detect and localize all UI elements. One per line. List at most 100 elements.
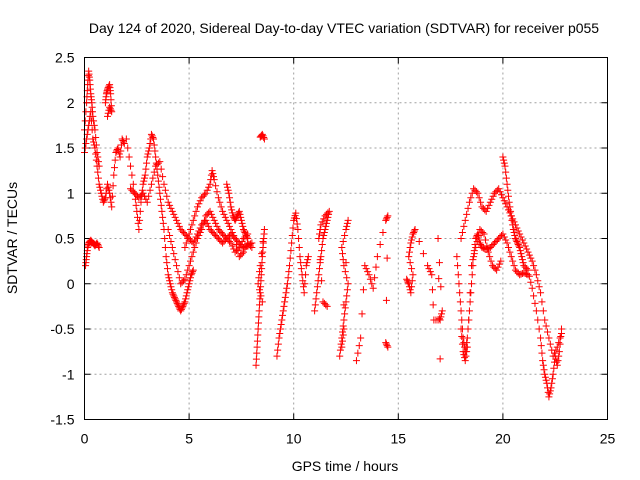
y-axis-label: SDTVAR / TECUs bbox=[4, 182, 20, 294]
data-point bbox=[406, 244, 414, 252]
data-point bbox=[316, 265, 324, 273]
data-point bbox=[484, 248, 492, 256]
data-point bbox=[295, 235, 303, 242]
data-point bbox=[259, 132, 267, 140]
data-point bbox=[504, 244, 512, 252]
data-point bbox=[166, 280, 174, 288]
data-point bbox=[175, 222, 183, 230]
data-point bbox=[456, 298, 464, 306]
data-point bbox=[254, 331, 262, 339]
data-point bbox=[338, 244, 346, 252]
data-point bbox=[226, 222, 234, 230]
data-point bbox=[108, 192, 116, 200]
data-point bbox=[210, 173, 218, 181]
data-point bbox=[128, 171, 136, 179]
data-point bbox=[186, 257, 194, 265]
data-point bbox=[226, 194, 234, 202]
data-point bbox=[260, 225, 268, 233]
data-point bbox=[260, 133, 268, 141]
data-point bbox=[239, 248, 247, 256]
data-point bbox=[342, 225, 350, 233]
data-point bbox=[532, 307, 540, 315]
data-point bbox=[155, 183, 163, 191]
data-point bbox=[406, 286, 414, 294]
data-point bbox=[228, 228, 236, 236]
data-point bbox=[286, 262, 294, 270]
data-point bbox=[318, 247, 326, 255]
data-point bbox=[97, 186, 105, 194]
data-point bbox=[362, 265, 370, 273]
data-point bbox=[256, 262, 264, 270]
data-point bbox=[408, 265, 416, 273]
data-point bbox=[532, 271, 540, 279]
data-point bbox=[506, 203, 514, 211]
data-point bbox=[343, 292, 351, 300]
data-point bbox=[384, 212, 392, 220]
data-point bbox=[189, 268, 197, 276]
data-point bbox=[164, 271, 172, 279]
data-point bbox=[236, 210, 244, 218]
data-point bbox=[419, 250, 427, 258]
x-axis-label: GPS time / hours bbox=[292, 458, 399, 474]
data-point bbox=[458, 333, 466, 341]
data-point bbox=[525, 272, 533, 280]
data-point bbox=[502, 168, 510, 176]
y-tick-label: 2.5 bbox=[55, 50, 75, 66]
data-point bbox=[344, 216, 352, 224]
data-point bbox=[424, 262, 432, 270]
data-point bbox=[138, 186, 146, 194]
data-point bbox=[304, 256, 312, 264]
data-point bbox=[513, 238, 521, 246]
data-point bbox=[137, 198, 145, 206]
data-point bbox=[136, 207, 144, 215]
data-point bbox=[96, 183, 104, 191]
data-point bbox=[89, 112, 97, 120]
data-point bbox=[93, 149, 101, 157]
data-point bbox=[555, 348, 563, 356]
series-track-i bbox=[223, 180, 252, 242]
data-point bbox=[519, 259, 527, 267]
data-point bbox=[158, 207, 166, 215]
data-point bbox=[510, 228, 518, 236]
data-point bbox=[527, 254, 535, 262]
data-point bbox=[205, 222, 213, 230]
data-point bbox=[487, 257, 495, 265]
data-point bbox=[542, 376, 550, 384]
data-point bbox=[145, 147, 153, 155]
data-point bbox=[254, 325, 262, 333]
data-point bbox=[302, 262, 310, 270]
data-point bbox=[192, 239, 200, 247]
data-point bbox=[474, 231, 482, 239]
data-point bbox=[233, 241, 241, 249]
data-point bbox=[534, 316, 542, 324]
data-point bbox=[90, 117, 98, 125]
data-point bbox=[170, 250, 178, 258]
data-point bbox=[227, 239, 235, 247]
data-point bbox=[244, 235, 252, 242]
data-point bbox=[359, 286, 367, 294]
data-point bbox=[537, 342, 545, 350]
data-point bbox=[279, 307, 287, 315]
data-point bbox=[403, 275, 411, 283]
data-point bbox=[148, 132, 156, 140]
data-point bbox=[317, 221, 325, 229]
series-track-b bbox=[81, 67, 103, 170]
data-point bbox=[480, 230, 488, 238]
data-point bbox=[343, 222, 351, 230]
data-point bbox=[110, 171, 118, 179]
data-point bbox=[254, 319, 262, 327]
data-point bbox=[379, 228, 387, 236]
data-point bbox=[257, 292, 265, 300]
data-point bbox=[365, 271, 373, 279]
series-track-h bbox=[181, 167, 256, 261]
data-point bbox=[108, 203, 116, 211]
data-point bbox=[474, 230, 482, 238]
series-track-r bbox=[457, 185, 565, 360]
data-point bbox=[280, 302, 288, 310]
data-point bbox=[460, 222, 468, 230]
data-point bbox=[252, 355, 260, 363]
data-point bbox=[510, 262, 518, 270]
data-point bbox=[139, 189, 147, 197]
data-point bbox=[483, 242, 491, 250]
data-point bbox=[425, 265, 433, 273]
